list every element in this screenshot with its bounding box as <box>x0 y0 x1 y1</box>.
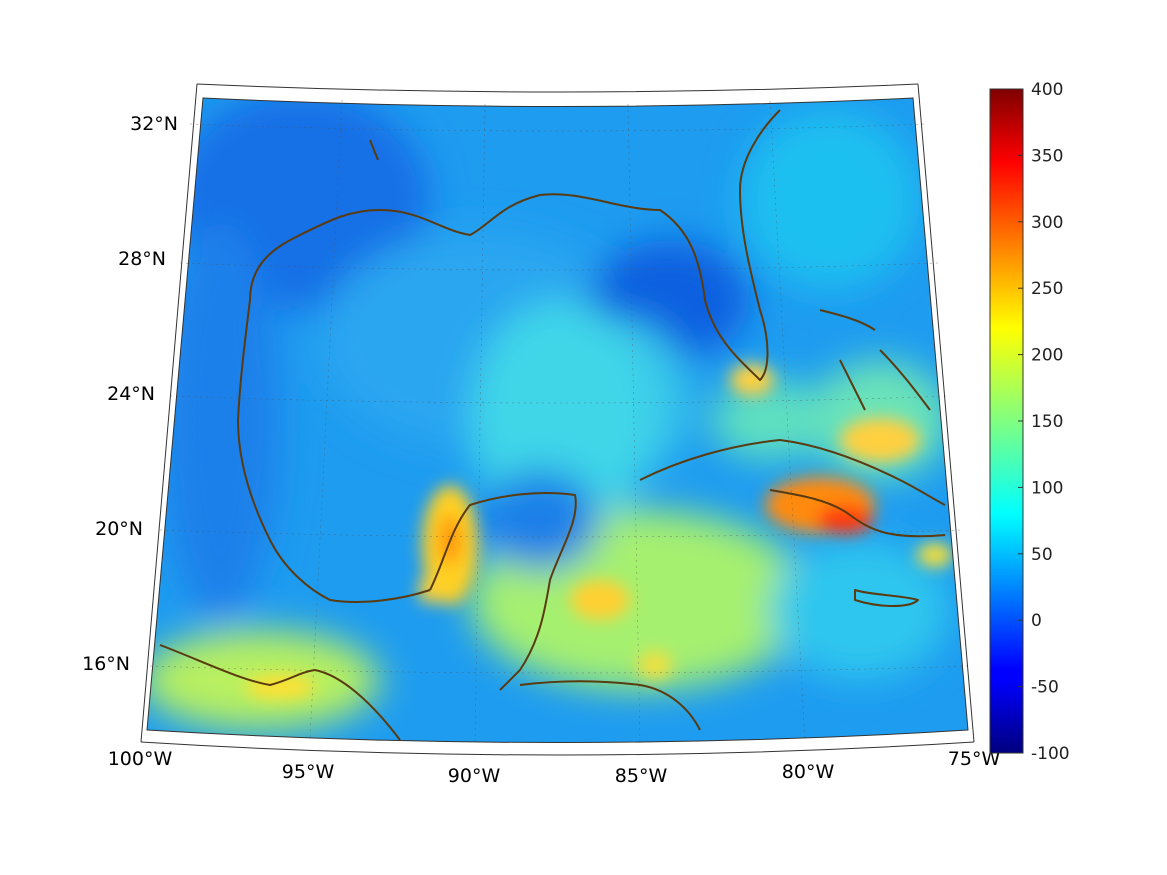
lon-label: 100°W <box>108 748 173 770</box>
frame-outer-left <box>140 83 198 743</box>
colorbar-tick-label: 250 <box>1031 279 1063 299</box>
coastlines <box>159 109 946 741</box>
lat-label: 28°N <box>118 248 166 270</box>
lat-label: 20°N <box>95 518 143 540</box>
lat-label: 32°N <box>130 113 178 135</box>
lon-label: 85°W <box>615 765 668 787</box>
colorbar: 400 350 300 250 200 150 100 50 0 -50 -100 <box>989 80 1070 764</box>
lon-label: 95°W <box>282 761 335 783</box>
latitude-labels: 32°N 28°N 24°N 20°N 16°N <box>82 113 178 675</box>
colorbar-tick-label: 100 <box>1031 478 1063 498</box>
graticule-lines <box>149 99 969 746</box>
colorbar-tick-label: 400 <box>1031 80 1063 100</box>
lon-label: 90°W <box>448 765 501 787</box>
frame-outer-bottom <box>140 741 975 756</box>
heatmap-field <box>147 98 968 743</box>
lon-label: 80°W <box>782 761 835 783</box>
map-frame <box>146 97 969 743</box>
longitude-labels: 100°W 95°W 90°W 85°W 80°W 75°W <box>108 748 1001 787</box>
colorbar-tick-label: -100 <box>1031 744 1070 764</box>
colorbar-tick-label: -50 <box>1031 678 1059 698</box>
colorbar-ticks: 400 350 300 250 200 150 100 50 0 -50 -100 <box>1018 80 1070 764</box>
lat-label: 16°N <box>82 653 130 675</box>
colorbar-tick-label: 200 <box>1031 346 1063 366</box>
colorbar-tick-label: 300 <box>1031 213 1063 233</box>
colorbar-tick-label: 150 <box>1031 412 1063 432</box>
colorbar-tick-label: 50 <box>1031 545 1053 565</box>
lat-label: 24°N <box>107 383 155 405</box>
colorbar-gradient <box>989 88 1024 754</box>
colorbar-tick-label: 0 <box>1031 611 1042 631</box>
frame-outer-top <box>196 83 919 93</box>
lon-label: 75°W <box>948 748 1001 770</box>
colorbar-tick-label: 350 <box>1031 146 1063 166</box>
frame-outer-right <box>917 83 975 743</box>
